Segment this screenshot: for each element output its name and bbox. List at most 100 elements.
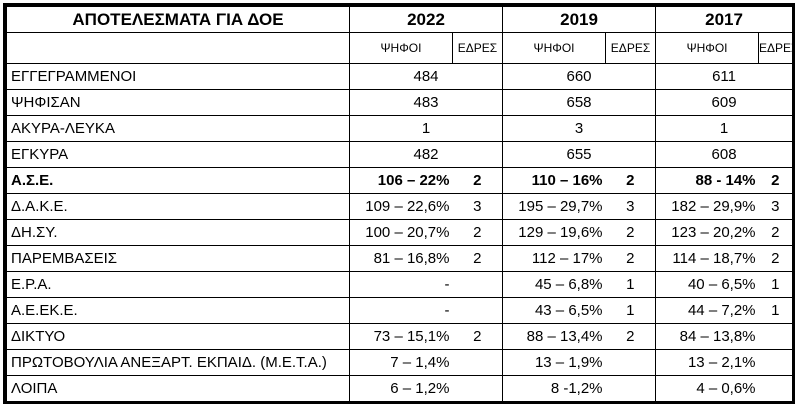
votes-2017-cell: 123 – 20,2% [655, 219, 759, 246]
seats-2019-header: ΕΔΡΕΣ [605, 32, 657, 64]
seats-2022-cell: 2 [452, 167, 504, 194]
seats-2019-cell: 1 [605, 297, 657, 324]
seats-2022-cell: 2 [452, 219, 504, 246]
votes-2017-cell: 84 – 13,8% [655, 323, 759, 350]
table-row: Α.Ε.ΕΚ.Ε. -43 – 6,5% 1 44 – 7,2% 1 [6, 297, 794, 324]
year-2017-header: 2017 [655, 6, 794, 33]
seats-2019-cell [605, 349, 657, 376]
votes-2017-cell: 40 – 6,5% [655, 271, 759, 298]
seats-2022-cell [452, 375, 504, 402]
votes-2017-header: ΨΗΦΟΙ [655, 32, 760, 64]
seats-2019-cell: 1 [605, 271, 657, 298]
votes-2022-cell: - [349, 297, 453, 324]
seats-2017-cell [758, 375, 794, 402]
row-label: ΨΗΦΙΣΑΝ [6, 89, 350, 116]
table-row: ΠΡΩΤΟΒΟΥΛΙΑ ΑΝΕΞΑΡΤ. ΕΚΠΑΙΔ. (Μ.Ε.Τ.Α.) 7… [6, 349, 794, 376]
row-label: Ε.Ρ.Α. [6, 271, 350, 298]
row-label: ΛΟΙΠΑ [6, 375, 350, 402]
votes-2019-cell: 8 -1,2% [502, 375, 606, 402]
votes-2017-cell: 13 – 2,1% [655, 349, 759, 376]
seats-2017-cell: 1 [758, 271, 794, 298]
votes-2022-cell: 100 – 20,7% [349, 219, 453, 246]
results-table-frame: ΑΠΟΤΕΛΕΣΜΑΤΑ ΓΙΑ ΔΟΕ 2022 2019 2017 ΨΗΦΟ… [3, 3, 795, 404]
results-table: ΑΠΟΤΕΛΕΣΜΑΤΑ ΓΙΑ ΔΟΕ 2022 2019 2017 ΨΗΦΟ… [6, 6, 794, 402]
votes-2022-cell: 106 – 22% [349, 167, 453, 194]
votes-2017-cell: 44 – 7,2% [655, 297, 759, 324]
seats-2019-cell: 2 [605, 245, 657, 272]
votes-2022-cell: 484 [348, 63, 504, 90]
table-row: Ε.Ρ.Α. -45 – 6,8% 1 40 – 6,5% 1 [6, 271, 794, 298]
table-row: ΨΗΦΙΣΑΝ 483 658 609 [6, 89, 794, 116]
seats-2017-cell [758, 349, 794, 376]
seats-2019-cell: 2 [605, 167, 657, 194]
seats-2019-cell [605, 375, 657, 402]
row-label: ΑΚΥΡΑ-ΛΕΥΚΑ [6, 115, 350, 142]
votes-2019-cell: 13 – 1,9% [502, 349, 606, 376]
seats-2019-cell: 2 [605, 323, 657, 350]
seats-2022-header: ΕΔΡΕΣ [451, 32, 504, 64]
subheader-empty [6, 32, 350, 64]
votes-2022-header: ΨΗΦΟΙ [349, 32, 453, 64]
votes-2017-cell: 611 [655, 63, 794, 90]
votes-2019-header: ΨΗΦΟΙ [502, 32, 607, 64]
table-row: ΕΓΚΥΡΑ 482 655 608 [6, 141, 794, 168]
votes-2019-cell: 88 – 13,4% [502, 323, 606, 350]
row-label: Α.Ε.ΕΚ.Ε. [6, 297, 350, 324]
row-label: ΕΓΚΥΡΑ [6, 141, 350, 168]
table-row: Α.Σ.Ε. 106 – 22% 2 110 – 16% 2 88 - 14% 2 [6, 167, 794, 194]
table-row: ΔΗ.ΣΥ. 100 – 20,7% 2 129 – 19,6% 2 123 – 20,2… [6, 219, 794, 246]
votes-2017-cell: 114 – 18,7% [655, 245, 759, 272]
seats-2022-cell [452, 349, 504, 376]
year-2019-header: 2019 [502, 6, 657, 33]
votes-2022-cell: 6 – 1,2% [349, 375, 453, 402]
table-row: ΕΓΓΕΓΡΑΜΜΕΝΟΙ 484 660 611 [6, 63, 794, 90]
votes-2017-cell: 609 [655, 89, 794, 116]
seats-2019-cell: 3 [605, 193, 657, 220]
year-header-row: ΑΠΟΤΕΛΕΣΜΑΤΑ ΓΙΑ ΔΟΕ 2022 2019 2017 [6, 6, 794, 33]
row-label: ΔΗ.ΣΥ. [6, 219, 350, 246]
votes-2022-cell: 7 – 1,4% [349, 349, 453, 376]
seats-2022-cell: 3 [452, 193, 504, 220]
row-label: Δ.Α.Κ.Ε. [6, 193, 350, 220]
votes-2019-cell: 110 – 16% [502, 167, 606, 194]
votes-2019-cell: 660 [502, 63, 657, 90]
table-row: ΛΟΙΠΑ 6 – 1,2% 8 -1,2% 4 – 0,6% [6, 375, 794, 402]
seats-2022-cell [452, 297, 504, 324]
votes-2017-cell: 4 – 0,6% [655, 375, 759, 402]
table-row: Δ.Α.Κ.Ε. 109 – 22,6% 3 195 – 29,7% 3 182 – 29… [6, 193, 794, 220]
votes-2022-cell: 109 – 22,6% [349, 193, 453, 220]
votes-2022-cell: 81 – 16,8% [349, 245, 453, 272]
votes-2017-cell: 88 - 14% [655, 167, 759, 194]
table-row: ΠΑΡΕΜΒΑΣΕΙΣ 81 – 16,8% 2 112 – 17% 2 114 – 18… [6, 245, 794, 272]
votes-2017-cell: 1 [655, 115, 794, 142]
row-label: ΕΓΓΕΓΡΑΜΜΕΝΟΙ [6, 63, 350, 90]
votes-2022-cell: - [349, 271, 453, 298]
table-row: ΔΙΚΤΥΟ 73 – 15,1% 2 88 – 13,4% 2 84 – 13,8% [6, 323, 794, 350]
seats-2017-cell: 2 [758, 167, 794, 194]
row-label: Α.Σ.Ε. [6, 167, 350, 194]
seats-2017-cell: 1 [758, 297, 794, 324]
table-title: ΑΠΟΤΕΛΕΣΜΑΤΑ ΓΙΑ ΔΟΕ [6, 6, 350, 33]
votes-2022-cell: 73 – 15,1% [349, 323, 453, 350]
votes-2022-cell: 1 [348, 115, 504, 142]
votes-2019-cell: 45 – 6,8% [502, 271, 606, 298]
seats-2017-cell: 2 [758, 219, 794, 246]
votes-2019-cell: 112 – 17% [502, 245, 606, 272]
row-label: ΠΡΩΤΟΒΟΥΛΙΑ ΑΝΕΞΑΡΤ. ΕΚΠΑΙΔ. (Μ.Ε.Τ.Α.) [6, 349, 350, 376]
table-row: ΑΚΥΡΑ-ΛΕΥΚΑ 1 3 1 [6, 115, 794, 142]
votes-2017-cell: 608 [655, 141, 794, 168]
seats-2017-cell: 2 [758, 245, 794, 272]
seats-2022-cell [452, 271, 504, 298]
votes-2019-cell: 3 [502, 115, 657, 142]
votes-2022-cell: 482 [348, 141, 504, 168]
votes-2022-cell: 483 [348, 89, 504, 116]
column-subheader-row: ΨΗΦΟΙ ΕΔΡΕΣ ΨΗΦΟΙ ΕΔΡΕΣ ΨΗΦΟΙ ΕΔΡΕΣ [6, 32, 794, 64]
seats-2017-cell [758, 323, 794, 350]
seats-2017-header: ΕΔΡΕΣ [758, 32, 794, 64]
votes-2019-cell: 129 – 19,6% [502, 219, 606, 246]
votes-2019-cell: 195 – 29,7% [502, 193, 606, 220]
votes-2019-cell: 658 [502, 89, 657, 116]
seats-2019-cell: 2 [605, 219, 657, 246]
seats-2017-cell: 3 [758, 193, 794, 220]
year-2022-header: 2022 [348, 6, 504, 33]
